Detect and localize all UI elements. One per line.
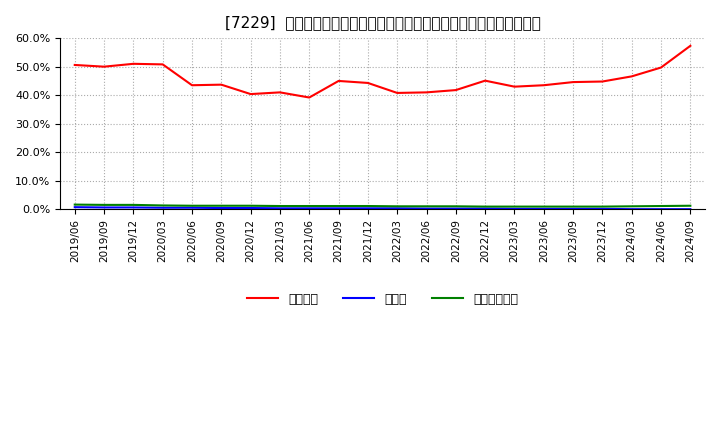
- 自己資本: [657, 65, 665, 70]
- 自己資本: [246, 92, 255, 97]
- のれん: [276, 205, 284, 211]
- 繰延税金資産: [100, 202, 109, 208]
- 自己資本: [510, 84, 519, 89]
- のれん: [451, 206, 460, 211]
- 繰延税金資産: [158, 203, 167, 208]
- のれん: [158, 205, 167, 210]
- Line: のれん: のれん: [75, 207, 690, 209]
- Line: 繰延税金資産: 繰延税金資産: [75, 205, 690, 207]
- 繰延税金資産: [481, 204, 490, 209]
- 繰延税金資産: [364, 203, 372, 209]
- 自己資本: [481, 78, 490, 83]
- 自己資本: [276, 90, 284, 95]
- 自己資本: [364, 81, 372, 86]
- 繰延税金資産: [510, 204, 519, 209]
- のれん: [393, 205, 402, 211]
- Title: [7229]  自己資本、のれん、繰延税金資産の総資産に対する比率の推移: [7229] 自己資本、のれん、繰延税金資産の総資産に対する比率の推移: [225, 15, 541, 30]
- のれん: [129, 205, 138, 210]
- のれん: [217, 205, 225, 211]
- のれん: [246, 205, 255, 211]
- のれん: [539, 206, 548, 212]
- 繰延税金資産: [129, 202, 138, 208]
- 自己資本: [217, 82, 225, 87]
- のれん: [305, 205, 314, 211]
- Legend: 自己資本, のれん, 繰延税金資産: 自己資本, のれん, 繰延税金資産: [242, 288, 523, 311]
- 繰延税金資産: [71, 202, 79, 207]
- 繰延税金資産: [686, 203, 695, 209]
- 繰延税金資産: [276, 203, 284, 209]
- 自己資本: [686, 43, 695, 48]
- 自己資本: [188, 83, 197, 88]
- 自己資本: [539, 83, 548, 88]
- のれん: [364, 205, 372, 211]
- 繰延税金資産: [598, 204, 607, 209]
- 自己資本: [100, 64, 109, 70]
- 自己資本: [422, 90, 431, 95]
- のれん: [334, 205, 343, 211]
- 繰延税金資産: [305, 203, 314, 209]
- のれん: [510, 206, 519, 212]
- のれん: [188, 205, 197, 210]
- 繰延税金資産: [657, 203, 665, 209]
- のれん: [100, 205, 109, 210]
- のれん: [598, 206, 607, 212]
- 繰延税金資産: [539, 204, 548, 209]
- のれん: [422, 206, 431, 211]
- 自己資本: [393, 90, 402, 95]
- 自己資本: [129, 61, 138, 66]
- 自己資本: [334, 78, 343, 84]
- 繰延税金資産: [569, 204, 577, 209]
- のれん: [686, 206, 695, 212]
- Line: 自己資本: 自己資本: [75, 46, 690, 98]
- 自己資本: [158, 62, 167, 67]
- のれん: [569, 206, 577, 212]
- 繰延税金資産: [188, 203, 197, 209]
- のれん: [481, 206, 490, 211]
- 繰延税金資産: [627, 204, 636, 209]
- 自己資本: [305, 95, 314, 100]
- 繰延税金資産: [246, 203, 255, 209]
- 繰延税金資産: [422, 204, 431, 209]
- 繰延税金資産: [393, 204, 402, 209]
- 自己資本: [71, 62, 79, 68]
- 自己資本: [451, 88, 460, 93]
- のれん: [657, 206, 665, 212]
- のれん: [627, 206, 636, 212]
- 自己資本: [627, 74, 636, 79]
- 自己資本: [598, 79, 607, 84]
- 繰延税金資産: [334, 203, 343, 209]
- のれん: [71, 205, 79, 210]
- 繰延税金資産: [451, 204, 460, 209]
- 自己資本: [569, 80, 577, 85]
- 繰延税金資産: [217, 203, 225, 209]
